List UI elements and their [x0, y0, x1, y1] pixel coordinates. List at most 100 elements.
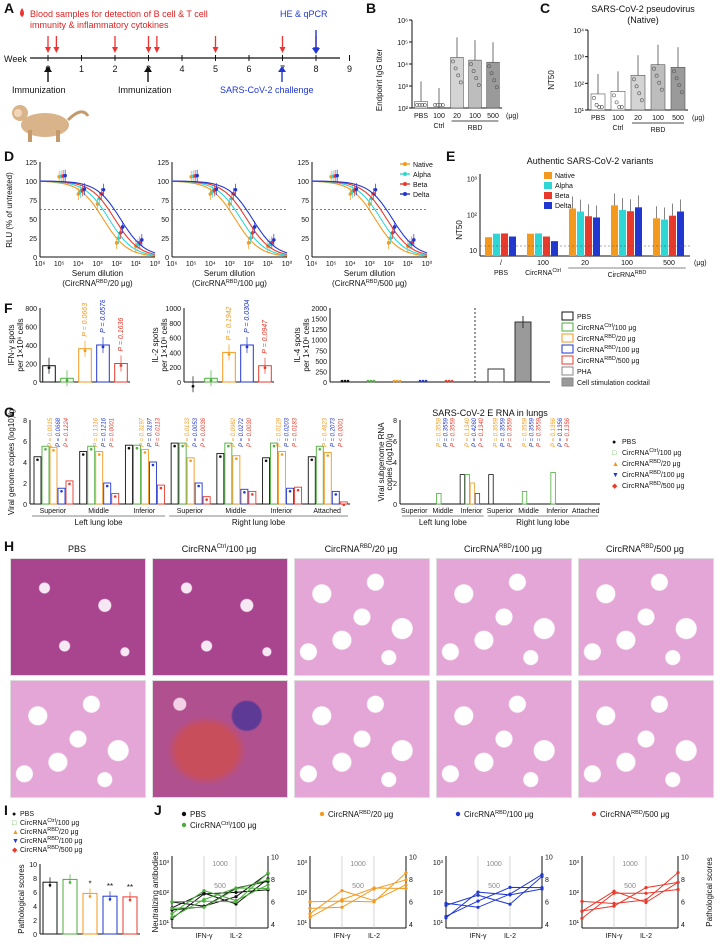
subject-point	[372, 900, 376, 904]
subject-line	[445, 874, 543, 908]
p-value: P = 0.0203	[285, 417, 291, 447]
data-point	[189, 459, 192, 463]
y-axis-unit: per 1×10⁶ cells	[16, 318, 25, 371]
variant-bar	[635, 207, 642, 256]
subject-line	[445, 876, 543, 906]
bar	[87, 445, 96, 505]
data-point	[108, 897, 112, 901]
legend-marker	[181, 822, 187, 828]
data-point	[65, 378, 69, 382]
p-value: P = 0.3559	[508, 417, 514, 447]
inner-tick-label: 500	[624, 883, 636, 890]
group-label: 100	[621, 260, 633, 267]
p-value: P = 0.0030	[247, 417, 253, 447]
legend-label: Delta	[413, 192, 429, 199]
x-tick-label: IL-2	[230, 933, 242, 940]
y-tick-label-right: 8	[545, 877, 549, 884]
legend-label: Native	[413, 162, 433, 169]
legend-label: PBS	[577, 314, 591, 321]
y-tick-label: 10²	[467, 212, 478, 219]
x-axis-title: Serum dilution	[72, 269, 123, 278]
pbs-label: PBS	[494, 270, 508, 277]
legend-marker: ▼	[612, 472, 619, 479]
y-tick-label: 600	[169, 336, 181, 343]
y-tick-label: 10¹	[569, 920, 580, 927]
inner-tick-label: 1000	[350, 861, 366, 868]
lobe-group-label: Right lung lobe	[232, 518, 286, 527]
data-point	[127, 446, 131, 450]
significance: *	[88, 879, 91, 888]
authentic-variants-chart: Authentic SARS-CoV-2 variants NT50 10 10²…	[455, 156, 707, 279]
bar	[331, 490, 340, 505]
group-label: 100	[537, 260, 549, 267]
legend-label: PBS	[20, 811, 34, 818]
subject-line	[171, 884, 269, 915]
legend-marker: □	[12, 820, 17, 827]
data-point	[476, 83, 481, 88]
blood-arrow-head	[112, 47, 118, 53]
histology-image	[10, 680, 146, 798]
ctrl-label: Ctrl	[613, 125, 624, 132]
variant-bar	[535, 233, 542, 256]
data-point	[369, 379, 373, 383]
histology-image	[436, 558, 572, 676]
group-label: /	[500, 260, 502, 267]
data-point	[674, 76, 679, 81]
data-point	[119, 364, 123, 367]
subject-point	[676, 871, 680, 875]
data-point	[251, 493, 254, 496]
y-tick-label: 10³	[159, 860, 170, 867]
bar	[486, 61, 500, 109]
subject-point	[266, 871, 270, 875]
subject-line	[171, 879, 269, 909]
y-axis-title: Pathological scores	[17, 864, 26, 933]
fit-curve	[40, 180, 156, 254]
data-point	[424, 379, 428, 383]
data-point	[88, 895, 92, 898]
p-value: P = 0.1216	[102, 417, 108, 447]
group-label: PBS	[591, 115, 605, 122]
x-tick-label: 10¹	[403, 261, 414, 268]
bar	[132, 444, 141, 505]
y-tick-label: 10⁴	[573, 28, 584, 35]
panel-f: F 0 200 400 600 800 IFN-γ spots per 1×10⁶ cell…	[0, 299, 720, 400]
y-tick-label: 10²	[433, 890, 444, 897]
legend-label: CircRNARBD/20 μg	[622, 459, 681, 468]
panel-i: I ● PBS □ CircRNACtrl/100 μg ▲ CircRNARBD/20 …	[0, 802, 150, 941]
p-value: P = 0.0982	[231, 417, 237, 447]
legend-label: Beta	[555, 193, 570, 200]
subject-point	[580, 916, 584, 920]
data-point	[440, 103, 445, 107]
p-value: P = 0.0183	[293, 417, 299, 447]
data-point	[489, 71, 494, 76]
p-value: P = 0.1942	[226, 306, 233, 340]
x-tick-label: 10²	[112, 261, 123, 268]
y-axis-title: IL-2 spots	[151, 327, 160, 362]
legend-swatch	[561, 366, 574, 376]
data-point	[659, 87, 664, 92]
legend-label: Cell stimulation cocktail	[577, 380, 650, 387]
correlation-charts: 1000 500 IFN-γ IL-2 10¹ 10² 10³ 4 6 8 10 PBS CircRNA…	[151, 810, 714, 940]
group-label: 500	[672, 115, 684, 122]
data-point	[343, 379, 347, 383]
data-point	[340, 379, 344, 383]
panel-label-a: A	[4, 0, 15, 16]
legend-label: PBS	[190, 810, 206, 819]
legend-marker: ▲	[612, 461, 619, 468]
panel-j: J 1000 500 IFN-γ IL-2 10¹ 10² 10³ 4 6 8 10 PBS CircR…	[150, 802, 720, 941]
legend-marker	[403, 182, 407, 186]
data-point	[44, 447, 47, 451]
e-rna-title: SARS-CoV-2 E RNA in lungs	[432, 408, 548, 418]
y-tick-label: 2	[23, 481, 27, 488]
inner-tick-label: 1000	[212, 861, 228, 868]
x-tick-label: IL-2	[368, 933, 380, 940]
blood-arrow-head	[212, 47, 219, 53]
p-value: P = 0.0915	[48, 417, 54, 447]
y-tick-label: 8	[33, 876, 37, 883]
subject-point	[234, 890, 238, 894]
group-label: PBS	[414, 113, 428, 120]
data-point	[346, 379, 350, 383]
data-point	[471, 69, 476, 74]
y-tick-label: 100	[157, 179, 169, 186]
y-tick-label: 4	[23, 460, 27, 467]
